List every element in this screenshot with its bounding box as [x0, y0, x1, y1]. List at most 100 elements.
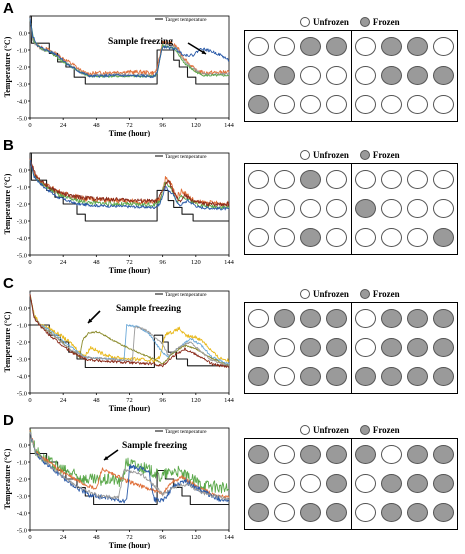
unfrozen-well — [381, 170, 402, 189]
unfrozen-well — [433, 95, 454, 114]
frozen-well — [381, 309, 402, 328]
line-chart: 0.0 -1.0 -2.0 -3.0 -4.0 -5.00 24 48 72 96 120 144 Ti… — [3, 152, 235, 275]
well-plate — [244, 302, 458, 394]
y-tick-label: -2.0 — [17, 202, 27, 209]
annotation-arrowhead — [201, 50, 206, 54]
series-line — [29, 18, 230, 79]
frozen-well — [326, 338, 347, 357]
well-legend: Unfrozen Frozen — [300, 289, 400, 299]
unfrozen-well — [274, 338, 295, 357]
annotation-label: Sample freezing — [122, 441, 187, 451]
panel-letter: A — [3, 0, 14, 17]
line-chart: 0.0 -1.0 -2.0 -3.0 -4.0 -5.00 24 48 72 96 120 144 Ti… — [3, 427, 235, 550]
frozen-swatch — [359, 150, 370, 160]
frozen-well — [355, 367, 376, 386]
unfrozen-well — [381, 199, 402, 218]
y-tick-label: -5.0 — [17, 391, 27, 398]
series-line — [29, 159, 230, 210]
frozen-well — [407, 474, 428, 493]
frozen-swatch — [359, 17, 370, 27]
unfrozen-swatch — [300, 425, 310, 435]
unfrozen-well — [300, 66, 321, 85]
x-tick-label: 0 — [28, 122, 31, 129]
frozen-well — [381, 37, 402, 56]
unfrozen-well — [326, 199, 347, 218]
plot-area — [29, 152, 230, 256]
frozen-well — [300, 37, 321, 56]
unfrozen-well — [355, 228, 376, 247]
x-tick-label: 72 — [126, 259, 133, 266]
unfrozen-well — [355, 338, 376, 357]
y-tick-label: -2.0 — [17, 340, 27, 347]
frozen-well — [248, 445, 269, 464]
well-plate — [244, 438, 458, 530]
y-tick-label: 0.0 — [19, 306, 27, 313]
unfrozen-well — [300, 474, 321, 493]
series-line — [29, 293, 230, 368]
x-axis-label: Time (hour) — [109, 541, 151, 549]
y-tick-label: 0.0 — [19, 168, 27, 175]
unfrozen-well — [407, 95, 428, 114]
x-tick-label: 24 — [60, 534, 67, 541]
y-tick-label: -4.0 — [17, 236, 27, 243]
series-line — [29, 18, 230, 78]
unfrozen-well — [355, 474, 376, 493]
unfrozen-well — [274, 170, 295, 189]
frozen-well — [248, 474, 269, 493]
unfrozen-swatch — [300, 150, 310, 160]
x-axis-label: Time (hour) — [109, 266, 151, 274]
unfrozen-well — [248, 37, 269, 56]
series-line — [29, 429, 230, 494]
annotation-label: Sample freezing — [116, 304, 181, 314]
series-line — [29, 159, 230, 207]
legend-label: Target temperature — [165, 429, 207, 435]
frozen-well — [433, 474, 454, 493]
unfrozen-label: Unfrozen — [313, 150, 349, 160]
plate-divider — [351, 439, 352, 529]
frozen-well — [300, 503, 321, 522]
well-plate — [244, 163, 458, 255]
y-axis-label: Temperature (°C) — [3, 311, 12, 372]
panel-a: A 0.0 -1.0 -2.0 -3.0 -4.0 -5.0 0 24 48 72 96 120 144… — [0, 0, 465, 138]
unfrozen-well — [326, 66, 347, 85]
frozen-swatch — [359, 425, 370, 435]
frozen-well — [326, 445, 347, 464]
unfrozen-well — [274, 228, 295, 247]
x-axis-label: Time (hour) — [109, 129, 151, 137]
y-tick-label: -4.0 — [17, 511, 27, 518]
y-tick-label: -2.0 — [17, 65, 27, 72]
frozen-well — [433, 445, 454, 464]
frozen-well — [381, 338, 402, 357]
x-tick-label: 96 — [159, 259, 166, 266]
unfrozen-well — [248, 309, 269, 328]
frozen-well — [381, 503, 402, 522]
x-tick-label: 48 — [93, 122, 100, 129]
y-tick-label: -3.0 — [17, 82, 27, 89]
frozen-well — [248, 503, 269, 522]
line-chart: 0.0 -1.0 -2.0 -3.0 -4.0 -5.00 24 48 72 96 120 144 Ti… — [3, 15, 235, 138]
unfrozen-well — [326, 95, 347, 114]
annotation-label: Sample freezing — [108, 37, 173, 47]
unfrozen-well — [355, 66, 376, 85]
unfrozen-well — [274, 445, 295, 464]
y-tick-label: -2.0 — [17, 477, 27, 484]
series-line — [29, 294, 230, 367]
frozen-well — [300, 338, 321, 357]
target-temperature-line — [30, 452, 229, 506]
frozen-well — [326, 474, 347, 493]
x-axis-label: Time (hour) — [109, 404, 151, 412]
y-axis-label: Temperature (°C) — [3, 173, 12, 234]
frozen-well — [326, 503, 347, 522]
y-tick-label: -3.0 — [17, 494, 27, 501]
frozen-label: Frozen — [372, 425, 400, 435]
target-temperature-line — [30, 152, 229, 222]
plate-divider — [351, 31, 352, 121]
frozen-well — [326, 367, 347, 386]
annotation-arrowhead — [104, 455, 109, 460]
y-tick-label: -3.0 — [17, 357, 27, 364]
x-tick-label: 0 — [28, 259, 31, 266]
unfrozen-swatch — [300, 17, 310, 27]
frozen-well — [433, 228, 454, 247]
frozen-well — [407, 66, 428, 85]
frozen-well — [355, 445, 376, 464]
